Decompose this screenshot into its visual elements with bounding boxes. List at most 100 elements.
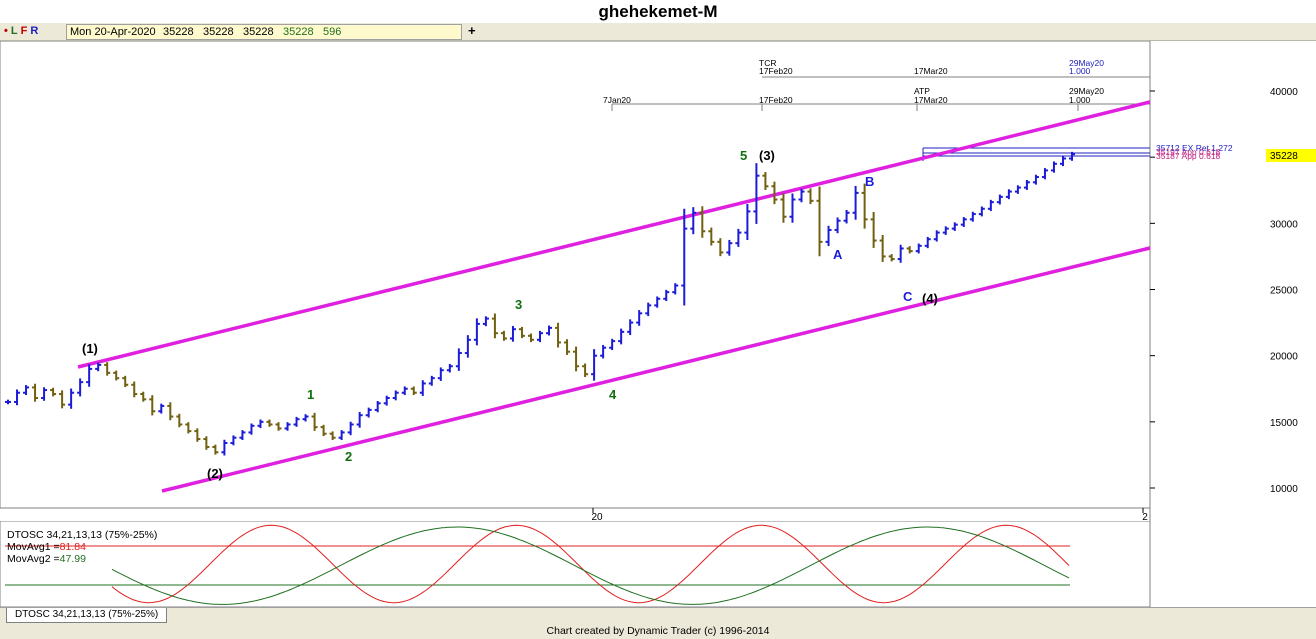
- movavg2-line: [111, 526, 1070, 605]
- flag-r[interactable]: R: [30, 25, 42, 37]
- movavg2-label: MovAvg2 =: [7, 553, 60, 565]
- flag-l[interactable]: L: [10, 25, 21, 37]
- ohlc-bar: [86, 364, 93, 387]
- ohlc-bar: [455, 348, 462, 371]
- ohlc-bar: [77, 378, 84, 397]
- ohlc-bar: [221, 439, 228, 456]
- ohlc-bar: [392, 390, 399, 401]
- tab-dtosc[interactable]: DTOSC 34,21,13,13 (75%-25%): [6, 608, 168, 623]
- oscillator-chart[interactable]: [0, 521, 1316, 607]
- quote-open: 35228: [163, 26, 194, 38]
- price-tick-label: 10000: [1270, 484, 1298, 495]
- ohlc-bar: [924, 236, 931, 249]
- time-markers: TCR 17Feb20 17Mar20 29May20 1.000 7Jan20…: [603, 58, 1150, 111]
- ohlc-bar: [428, 375, 435, 386]
- ohlc-bar: [59, 390, 66, 409]
- price-tick-label: 20000: [1270, 352, 1298, 363]
- movavg2-value: 47.99: [59, 553, 86, 565]
- ohlc-bar: [888, 254, 895, 262]
- ohlc-bar: [591, 349, 598, 381]
- ohlc-bar: [374, 400, 381, 413]
- info-bar: •LFR Mon 20-Apr-2020 35228 35228 35228 3…: [0, 23, 1316, 41]
- ohlc-bar: [789, 193, 796, 223]
- ohlc-bar: [996, 194, 1003, 205]
- ohlc-bar: [32, 383, 39, 402]
- ohlc-bar: [320, 424, 327, 437]
- ohlc-bar: [203, 436, 210, 450]
- ohlc-bar: [645, 302, 652, 317]
- price-tick-label: 40000: [1270, 87, 1298, 98]
- oscillator-name: DTOSC 34,21,13,13 (75%-25%): [7, 529, 158, 541]
- quote-low: 35228: [243, 26, 274, 38]
- price-tick-label: 25000: [1270, 286, 1298, 297]
- trend-channel: [77, 100, 1151, 493]
- ohlc-bar: [798, 188, 805, 203]
- channel-lower-line: [161, 246, 1151, 493]
- ohlc-bar: [410, 386, 417, 396]
- price-chart[interactable]: 20 2 10000150002000025000300003500040000…: [0, 41, 1316, 521]
- ohlc-bar: [744, 204, 751, 241]
- ohlc-bar: [897, 244, 904, 263]
- quote-close: 35228: [283, 26, 314, 38]
- ohlc-bars: [5, 151, 1075, 456]
- ohlc-bar: [564, 339, 571, 355]
- ohlc-bar: [401, 386, 408, 396]
- ohlc-bar: [527, 333, 534, 343]
- movavg1-value: 81.84: [59, 541, 86, 553]
- ohlc-bar: [167, 402, 174, 421]
- subwave-label-2: 2: [345, 449, 352, 464]
- wave-labels: (1) (2) (3) (4) 1 2 3 4 5 A B C: [82, 148, 938, 481]
- ohlc-bar: [383, 395, 390, 406]
- ohlc-bar: [347, 421, 354, 436]
- quote-readout: Mon 20-Apr-2020 35228 35228 35228 35228 …: [66, 24, 462, 40]
- ohlc-bar: [987, 199, 994, 212]
- subwave-label-3: 3: [515, 297, 522, 312]
- ohlc-bar: [275, 422, 282, 431]
- ohlc-bar: [735, 228, 742, 247]
- indicator-tabstrip: DTOSC 34,21,13,13 (75%-25%): [0, 607, 1316, 623]
- atp-label: ATP: [914, 86, 930, 96]
- quote-date: Mon 20-Apr-2020: [70, 26, 156, 38]
- movavg2-readout: MovAvg2 =47.99: [7, 553, 86, 565]
- ohlc-bar: [482, 316, 489, 327]
- ohlc-bar: [852, 185, 859, 220]
- ohlc-bar: [780, 193, 787, 223]
- ohlc-bar: [437, 367, 444, 381]
- ohlc-bar: [365, 407, 372, 418]
- subwave-label-4: 4: [609, 387, 617, 402]
- ohlc-bar: [284, 422, 291, 431]
- wave-label-c: C: [903, 289, 913, 304]
- ohlc-bar: [194, 428, 201, 442]
- ohlc-bar: [708, 227, 715, 246]
- ohlc-bar: [582, 363, 589, 377]
- ohlc-bar: [861, 183, 868, 229]
- ohlc-bar: [672, 283, 679, 295]
- ohlc-bar: [627, 319, 634, 336]
- movavg1-readout: MovAvg1 =81.84: [7, 541, 86, 553]
- ohlc-bar: [212, 444, 219, 455]
- atp-ratio: 1.000: [1069, 95, 1091, 105]
- ohlc-bar: [5, 399, 11, 405]
- time-label: 20: [591, 512, 603, 521]
- channel-upper-line: [77, 100, 1151, 369]
- add-icon[interactable]: +: [468, 23, 476, 38]
- ohlc-bar: [266, 419, 273, 427]
- ohlc-bar: [185, 422, 192, 434]
- ohlc-bar: [618, 328, 625, 345]
- ohlc-bar: [311, 412, 318, 431]
- flag-f[interactable]: F: [20, 25, 31, 37]
- ohlc-bar: [473, 318, 480, 346]
- ohlc-bar: [717, 238, 724, 257]
- ohlc-bar: [573, 346, 580, 372]
- ohlc-bar: [23, 385, 30, 396]
- chart-title: ghehekemet-M: [598, 2, 718, 21]
- ohlc-bar: [518, 326, 525, 339]
- ohlc-bar: [816, 186, 823, 257]
- ohlc-bar: [131, 381, 138, 398]
- subwave-label-5: 5: [740, 148, 747, 163]
- ohlc-bar: [807, 188, 814, 205]
- ohlc-bar: [1014, 185, 1021, 194]
- ohlc-bar: [1023, 179, 1030, 190]
- wave-label-b: B: [865, 174, 874, 189]
- quote-volume: 596: [323, 26, 342, 38]
